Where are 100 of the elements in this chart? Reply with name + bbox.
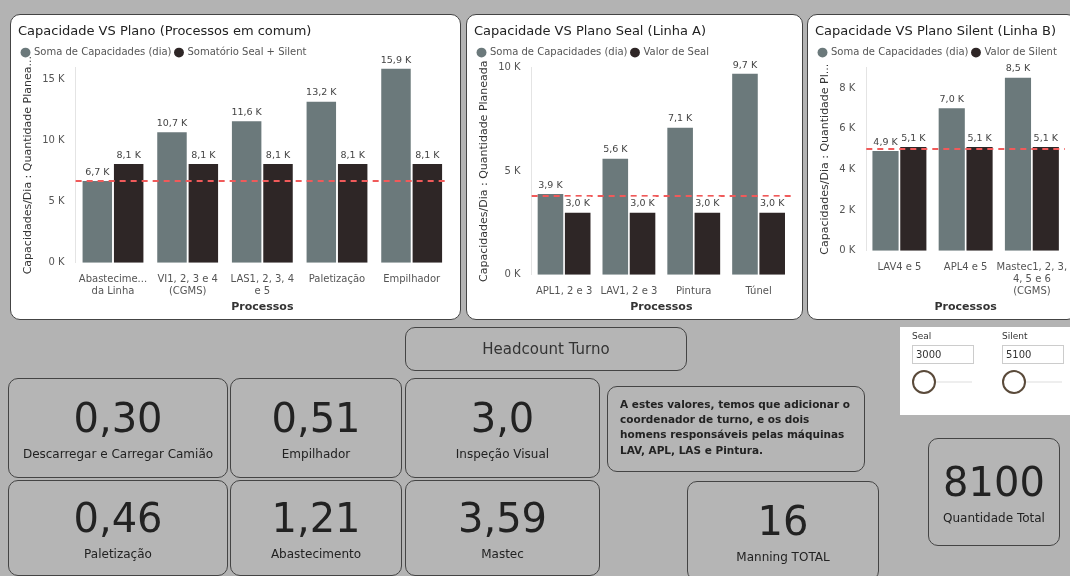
- bar: [537, 193, 564, 275]
- bar: [188, 163, 219, 263]
- bar: [412, 163, 443, 263]
- text: 1,21: [271, 495, 361, 541]
- legend-label: Soma de Capacidades (dia): [490, 46, 628, 58]
- bar: [900, 146, 927, 251]
- chart-title: Capacidade VS Plano Silent (Linha B): [815, 23, 1057, 39]
- data-label: 8,5 K: [1005, 62, 1031, 74]
- bar: [629, 212, 656, 275]
- y-tick-label: 0 K: [839, 244, 856, 256]
- legend-label: Soma de Capacidades (dia): [34, 46, 172, 58]
- text: Inspeção Visual: [455, 447, 550, 461]
- data-label: 5,1 K: [1033, 131, 1059, 143]
- data-label: 3,0 K: [760, 197, 786, 209]
- text: Silent: [1002, 331, 1029, 341]
- legend-label: Valor de Seal: [643, 46, 709, 58]
- text: A estes valores, temos que adicionar o coordenador de turno, e os dois homens responsáveis pelas máquinas LAV, APL, LAS e Pintura.: [607, 386, 865, 472]
- data-label: 5,1 K: [901, 131, 927, 143]
- legend-label: Somatório Seal + Silent: [187, 46, 307, 58]
- bar: [1004, 77, 1032, 251]
- bar: [157, 132, 187, 263]
- data-label: 8,1 K: [116, 148, 142, 160]
- bar: [759, 212, 785, 275]
- x-tick-label: LAS1, 2, 3, 4 e 5: [230, 273, 295, 297]
- y-tick-label: 6 K: [839, 122, 856, 134]
- data-label: 8,1 K: [191, 148, 217, 160]
- data-label: 11,6 K: [231, 106, 263, 117]
- legend-label: Valor de Silent: [984, 46, 1057, 58]
- y-tick-label: 0 K: [504, 268, 522, 280]
- y-tick-label: 0 K: [48, 256, 66, 268]
- text: 16: [757, 498, 809, 544]
- data-label: 3,0 K: [695, 197, 721, 209]
- bar: [694, 212, 721, 275]
- bar: [732, 73, 758, 275]
- bar: [564, 212, 591, 275]
- bar: [938, 108, 965, 251]
- x-tick-label: Abastecime... da Linha: [78, 273, 148, 297]
- text: 5100: [1002, 345, 1064, 364]
- data-label: 7,1 K: [667, 112, 694, 124]
- data-label: 8,1 K: [415, 148, 441, 160]
- bar: [1032, 146, 1059, 251]
- x-tick-label: APL4 e 5: [943, 261, 988, 273]
- text: 0,51: [271, 395, 361, 441]
- data-label: 10,7 K: [156, 116, 188, 128]
- y-axis-title: Capacidades/Dia : Quantidade Planea...: [21, 56, 35, 275]
- y-tick-label: 15 K: [42, 73, 66, 85]
- legend-label: Soma de Capacidades (dia): [831, 46, 969, 58]
- x-tick-label: LAV1, 2 e 3: [600, 285, 658, 297]
- data-label: 15,9 K: [380, 53, 412, 65]
- text: 3000: [912, 345, 974, 364]
- bar: [602, 158, 629, 275]
- text: Quantidade Total: [943, 511, 1045, 525]
- data-label: 8,1 K: [340, 148, 366, 160]
- text: Descarregar e Carregar Camião: [22, 447, 214, 461]
- y-tick-label: 4 K: [839, 162, 856, 174]
- bar: [966, 146, 993, 251]
- text: Mastec: [481, 547, 524, 561]
- text: 3,59: [457, 495, 548, 541]
- data-label: 3,9 K: [538, 178, 564, 190]
- text: Seal: [912, 331, 933, 341]
- data-label: 3,0 K: [565, 197, 591, 209]
- data-label: 5,1 K: [967, 131, 993, 143]
- y-tick-label: 10 K: [498, 61, 522, 73]
- text: Manning TOTAL: [736, 550, 830, 564]
- bar: [263, 163, 293, 263]
- y-tick-label: 8 K: [839, 81, 856, 93]
- x-tick-label: Empilhador: [383, 273, 442, 285]
- text: 0,30: [73, 395, 163, 441]
- data-label: 7,0 K: [939, 93, 965, 105]
- chart-title: Capacidade VS Plano Seal (Linha A): [474, 23, 707, 39]
- bar: [337, 163, 368, 263]
- x-tick-label: Paletização: [308, 273, 366, 285]
- data-label: 8,1 K: [265, 148, 291, 160]
- bar: [381, 68, 411, 263]
- text: 8100: [943, 459, 1045, 505]
- bar: [113, 163, 144, 263]
- y-tick-label: 5 K: [48, 195, 66, 207]
- y-tick-label: 2 K: [839, 203, 856, 215]
- data-label: 4,9 K: [873, 135, 899, 147]
- text: 3,0: [470, 395, 535, 441]
- data-label: 5,6 K: [603, 143, 629, 155]
- x-tick-label: Mastec1, 2, 3, 4, 5 e 6 (CGMS): [996, 261, 1068, 297]
- data-label: 6,7 K: [85, 165, 111, 177]
- bar: [231, 121, 262, 263]
- bar: [667, 127, 693, 275]
- data-label: 9,7 K: [732, 58, 758, 70]
- text: Empilhador: [281, 447, 351, 461]
- bar: [82, 181, 113, 263]
- x-tick-label: Túnel: [744, 285, 772, 297]
- text: 0,46: [73, 495, 163, 541]
- bar: [872, 151, 899, 251]
- data-label: 13,2 K: [306, 86, 338, 98]
- x-axis-title: Processos: [630, 300, 693, 314]
- chart-title: Capacidade VS Plano (Processos em comum): [18, 23, 312, 39]
- x-axis-title: Processos: [231, 300, 294, 314]
- text: Headcount Turno: [405, 327, 687, 371]
- text: Abastecimento: [270, 547, 362, 561]
- y-axis-title: Capacidades/Dia : Quantidade Planeada: [477, 60, 491, 282]
- y-axis-title: Capacidades/Dia : Quantidade Pl...: [818, 63, 832, 255]
- x-tick-label: Pintura: [676, 285, 712, 297]
